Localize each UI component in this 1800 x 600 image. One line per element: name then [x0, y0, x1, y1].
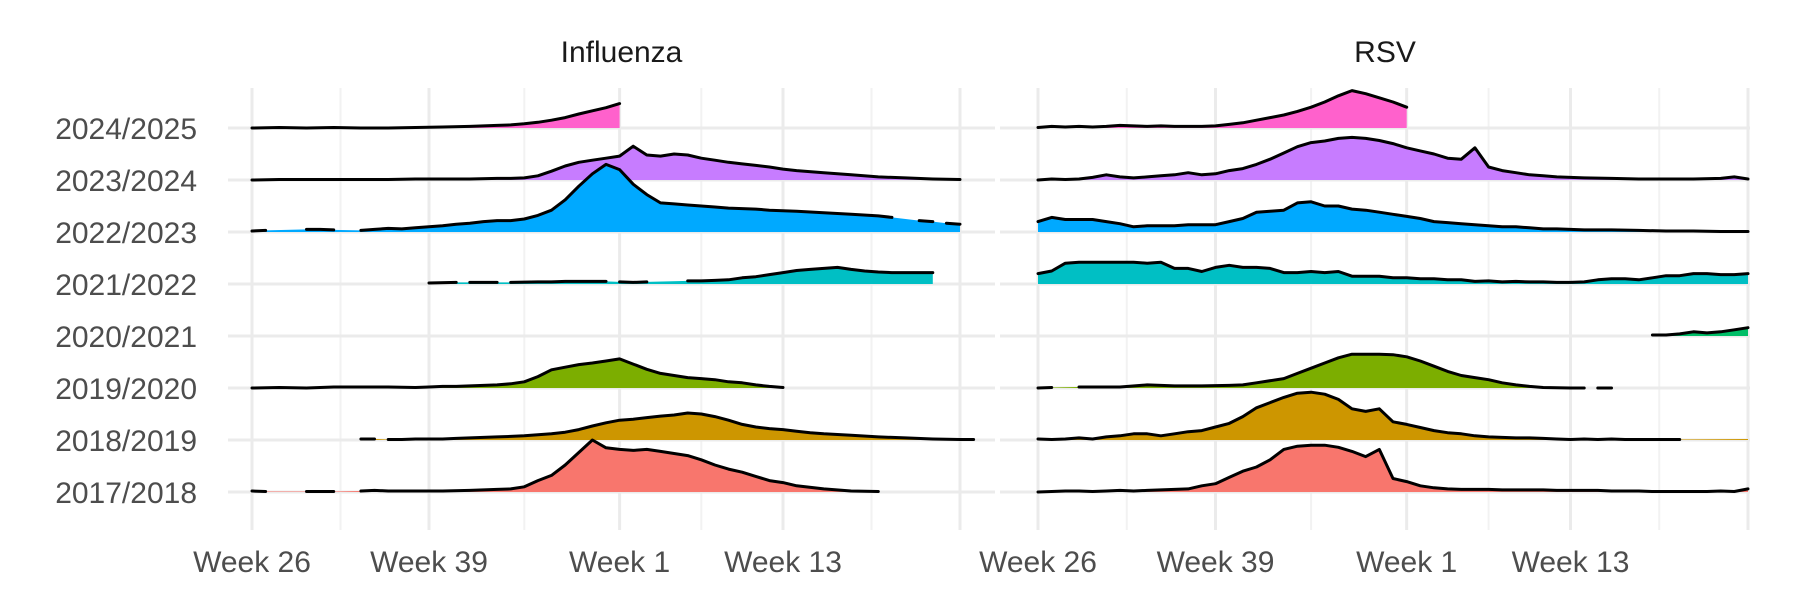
ridge-area	[429, 267, 933, 284]
facet-title-rsv: RSV	[1354, 36, 1416, 69]
ridge-rsv-2017-2018	[1036, 443, 1750, 494]
ridge-rsv-2019-2020	[1036, 352, 1613, 390]
ridge-line	[250, 144, 962, 182]
ridge-area	[1038, 445, 1748, 492]
ridge-influenza-2018-2019	[359, 411, 976, 441]
y-tick-label: 2021/2022	[55, 269, 197, 302]
ridge-area	[1038, 354, 1612, 388]
ridge-line	[250, 162, 962, 233]
y-tick-label: 2022/2023	[55, 217, 197, 250]
ridge-line	[1036, 443, 1750, 494]
x-tick-label: Week 26	[979, 546, 1097, 579]
y-tick-label: 2023/2024	[55, 165, 197, 198]
y-tick-label: 2017/2018	[55, 477, 197, 510]
x-tick-label: Week 13	[1512, 546, 1630, 579]
x-tick-label: Week 1	[1356, 546, 1457, 579]
y-tick-label: 2020/2021	[55, 321, 197, 354]
y-tick-label: 2018/2019	[55, 425, 197, 458]
ridge-influenza-2022-2023	[250, 162, 962, 233]
ridge-line	[250, 102, 622, 130]
ridge-line	[427, 265, 935, 285]
ridge-rsv-2022-2023	[1036, 200, 1750, 233]
ridge-line	[1036, 89, 1409, 129]
ridge-rsv-2020-2021	[1650, 326, 1750, 337]
ridge-influenza-2017-2018	[250, 438, 880, 493]
x-tick-label: Week 39	[1157, 546, 1275, 579]
ridge-area	[1038, 201, 1748, 232]
ridge-area	[252, 103, 620, 128]
y-tick-label: 2019/2020	[55, 373, 197, 406]
label-layer: Influenza RSV 2017/2018 2018/2019 2019/2020 2…	[55, 36, 1629, 579]
x-tick-label: Week 26	[193, 546, 311, 579]
ridge-line	[1036, 200, 1750, 233]
ridge-area	[360, 413, 974, 440]
ridge-line	[1036, 135, 1750, 182]
ridge-influenza-2021-2022	[427, 265, 935, 285]
ridge-layer	[250, 89, 1750, 494]
ridge-area	[1038, 90, 1407, 128]
x-tick-label: Week 13	[724, 546, 842, 579]
ridge-line	[1036, 260, 1750, 284]
ridge-line	[250, 357, 785, 390]
x-tick-label: Week 1	[569, 546, 670, 579]
grid-layer	[228, 88, 1750, 530]
ridge-line	[1036, 352, 1613, 390]
x-tick-label: Week 39	[370, 546, 488, 579]
ridge-rsv-2024-2025	[1036, 89, 1409, 129]
ridge-area	[1652, 327, 1748, 336]
ridge-area	[252, 164, 960, 232]
ridge-rsv-2018-2019	[1038, 392, 1748, 440]
ridge-line	[359, 411, 976, 441]
facet-title-influenza: Influenza	[561, 36, 683, 69]
ridge-influenza-2024-2025	[250, 102, 622, 130]
ridge-line	[1650, 326, 1750, 337]
ridge-influenza-2019-2020	[250, 357, 785, 390]
ridge-line	[250, 438, 880, 493]
ridge-area	[1038, 137, 1748, 180]
ridge-rsv-2021-2022	[1036, 260, 1750, 284]
ridge-rsv-2023-2024	[1036, 135, 1750, 182]
ridge-area	[252, 358, 783, 388]
y-tick-label: 2024/2025	[55, 113, 197, 146]
